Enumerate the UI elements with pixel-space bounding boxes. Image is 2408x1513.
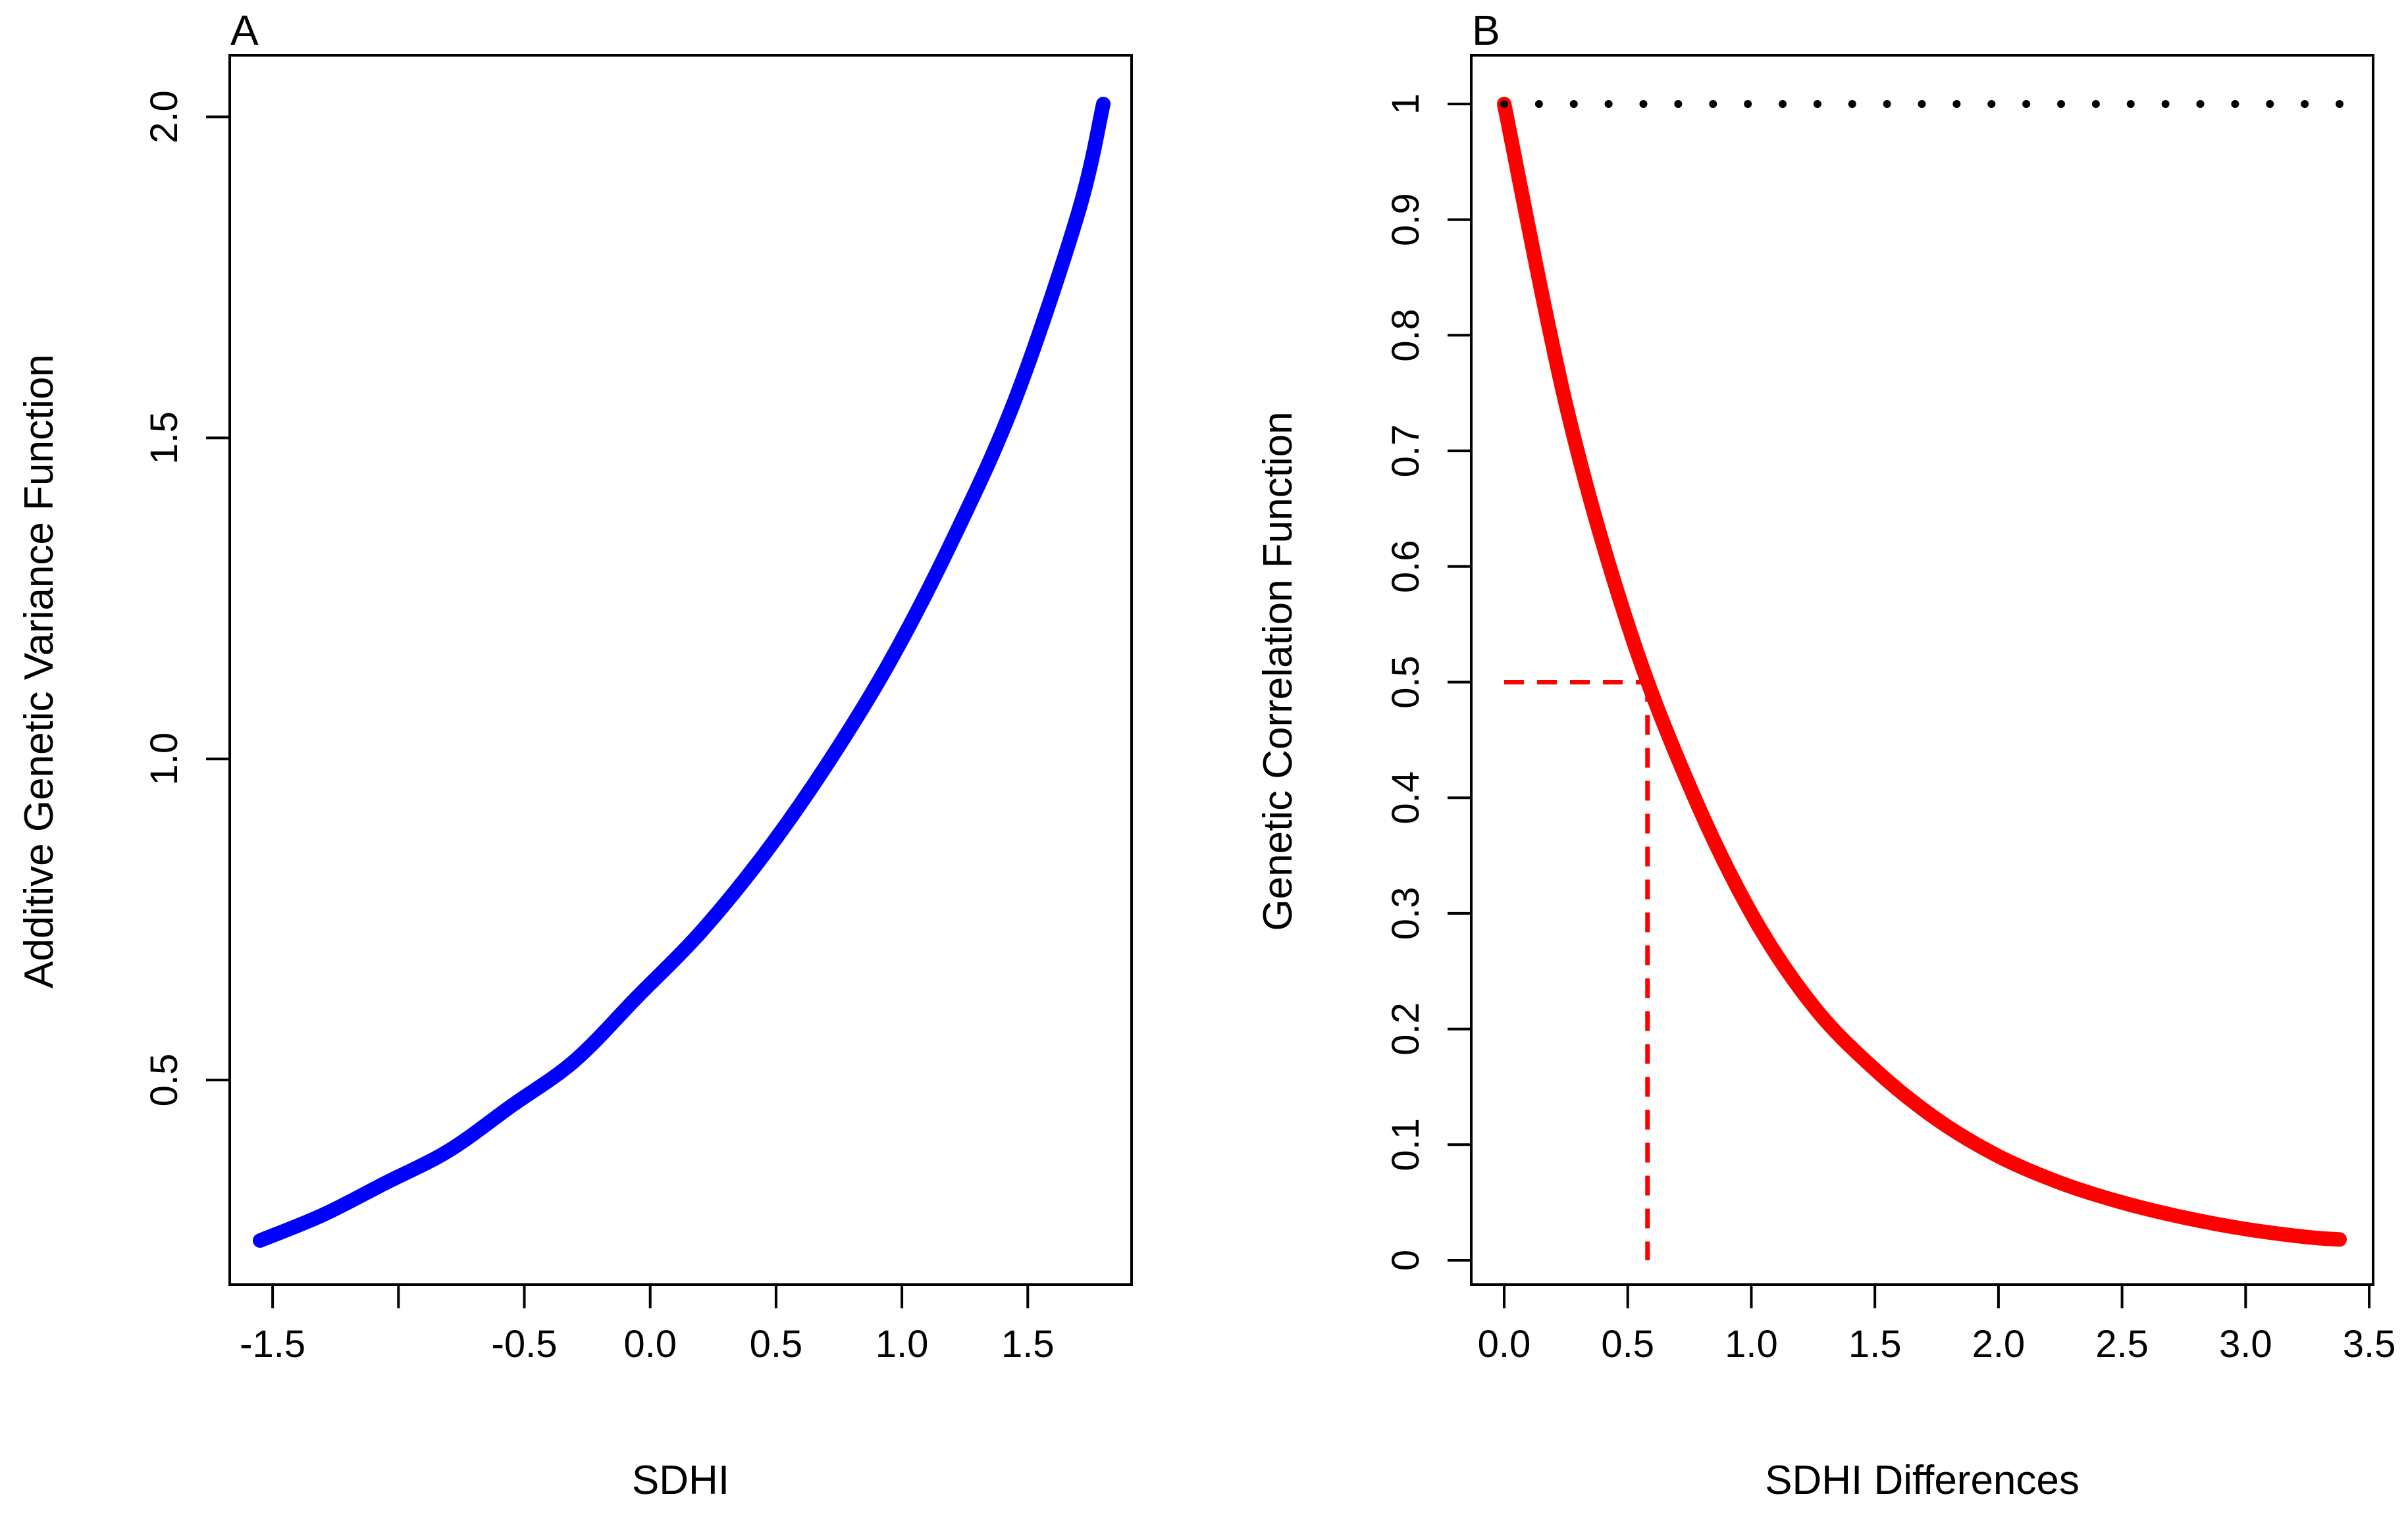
panel-b-reference-dot: [1500, 100, 1508, 108]
panel-b-plot-frame: [1470, 54, 2374, 1286]
panel-a-plot-frame: [228, 54, 1133, 1286]
panel-b-reference-dot: [2336, 100, 2343, 108]
panel-a-y-axis-title: Additive Genetic Variance Function: [16, 354, 62, 988]
panel-b-reference-dot: [2057, 100, 2065, 108]
panel-b-reference-dot: [2301, 100, 2309, 108]
panel-b-reference-dot: [2126, 100, 2135, 108]
panel-b-reference-dot: [2231, 100, 2239, 108]
panel-b-reference-dot: [1534, 100, 1543, 108]
panel-b-x-tick-label: 3.5: [2343, 1323, 2396, 1366]
panel-b-reference-dot: [1639, 100, 1648, 108]
panel-b-y-tick-label: 0.7: [1384, 424, 1427, 478]
panel-a-y-tick-label: 1.5: [143, 411, 186, 465]
panel-b-series: [1497, 97, 2347, 1247]
panel-b-y-tick-label: 0.9: [1384, 193, 1427, 246]
panel-b-reference-dot: [1709, 100, 1717, 108]
panel-a-y-tick-label: 2.0: [143, 90, 186, 143]
panel-a-series: [253, 97, 1111, 1248]
panel-a-x-axis-title: SDHI: [632, 1458, 729, 1503]
panel-a-series-line: [253, 97, 1111, 1248]
panel-b-reference-dot: [1848, 100, 1856, 108]
panel-b-letter: B: [1472, 7, 1500, 54]
panel-b-reference-dot: [2196, 100, 2205, 108]
panel-a-x-tick-label: -1.5: [240, 1323, 305, 1366]
panel-b-reference-dot: [1883, 100, 1891, 108]
panel-a-y-tick-label: 1.0: [143, 732, 186, 786]
panel-b-reference-dot: [1744, 100, 1752, 108]
panel-b-reference-dot: [1674, 100, 1683, 108]
panel-b-x-tick-label: 2.5: [2095, 1323, 2149, 1366]
panel-b-x-tick-label: 0.5: [1601, 1323, 1654, 1366]
panel-b-reference-dot: [1813, 100, 1821, 108]
panel-b-x-ticks: 0.0 0.5 1.0 1.5 2.0 2.5 3.0 3.5: [1478, 1285, 2396, 1366]
panel-b-reference-dot: [1604, 100, 1613, 108]
panel-b-reference-dot: [1952, 100, 1961, 108]
panel-b-y-tick-label: 0: [1384, 1250, 1427, 1271]
panel-b-annotations: [1504, 680, 1650, 1260]
panel-b-y-axis-title: Genetic Correlation Function: [1255, 411, 1301, 931]
panel-a-x-tick-label: 1.0: [876, 1323, 929, 1366]
panel-b-series-line: [1497, 97, 2347, 1247]
panel-b-y-tick-label: 0.2: [1384, 1002, 1427, 1056]
panel-b-reference-dot: [2266, 100, 2274, 108]
panel-a-x-ticks: -1.5 -0.5 0.0 0.5 1.0 1.5: [240, 1285, 1055, 1366]
panel-a-y-ticks: 0.5 1.0 1.5 2.0: [143, 90, 230, 1106]
panel-a-x-tick-label: 0.5: [750, 1323, 803, 1366]
panel-b-x-tick-label: 0.0: [1478, 1323, 1531, 1366]
panel-b-x-tick-label: 1.5: [1848, 1323, 1902, 1366]
panel-b-y-tick-label: 0.3: [1384, 887, 1427, 940]
panel-b-reference-dot: [1918, 100, 1926, 108]
panel-b-x-tick-label: 1.0: [1725, 1323, 1778, 1366]
panel-a-letter: A: [230, 7, 259, 54]
panel-b-reference-dot: [1569, 100, 1578, 108]
panel-b-reference-dot: [1779, 100, 1787, 108]
panel-b-reference-dot: [2091, 100, 2100, 108]
panel-b-y-tick-label: 0.5: [1384, 655, 1427, 709]
panel-b-y-tick-label: 0.6: [1384, 540, 1427, 593]
panel-b-x-axis-title: SDHI Differences: [1765, 1458, 2080, 1503]
panel-a-x-tick-label: -0.5: [492, 1323, 558, 1366]
panel-b-reference-dot: [2022, 100, 2031, 108]
panel-b-y-tick-label: 0.8: [1384, 309, 1427, 362]
panel-a: A -1.5 -0.5 0.0 0.5 1.0 1.5 0.5 1.0 1.5 2.0 SDHI…: [16, 7, 1133, 1503]
panel-a-x-tick-label: 1.5: [1001, 1323, 1055, 1366]
panel-a-x-tick-label: 0.0: [623, 1323, 677, 1366]
panel-b-x-tick-label: 3.0: [2219, 1323, 2272, 1366]
panel-b-reference-dot: [2161, 100, 2170, 108]
panel-b: B 0.0 0.5 1.0 1.5 2.0 2.5 3.0 3.5 0 0.1 0.2 0.3 0.4…: [1255, 7, 2395, 1503]
panel-b-y-ticks: 0 0.1 0.2 0.3 0.4 0.5 0.6 0.7 0.8 0.9 1: [1384, 93, 1471, 1271]
panel-a-y-tick-label: 0.5: [143, 1054, 186, 1107]
panel-b-reference-dot: [1987, 100, 1996, 108]
panel-b-y-tick-label: 0.1: [1384, 1118, 1427, 1171]
panel-b-y-tick-label: 1: [1384, 93, 1427, 115]
panel-b-x-tick-label: 2.0: [1972, 1323, 2026, 1366]
panel-b-y-tick-label: 0.4: [1384, 771, 1427, 825]
